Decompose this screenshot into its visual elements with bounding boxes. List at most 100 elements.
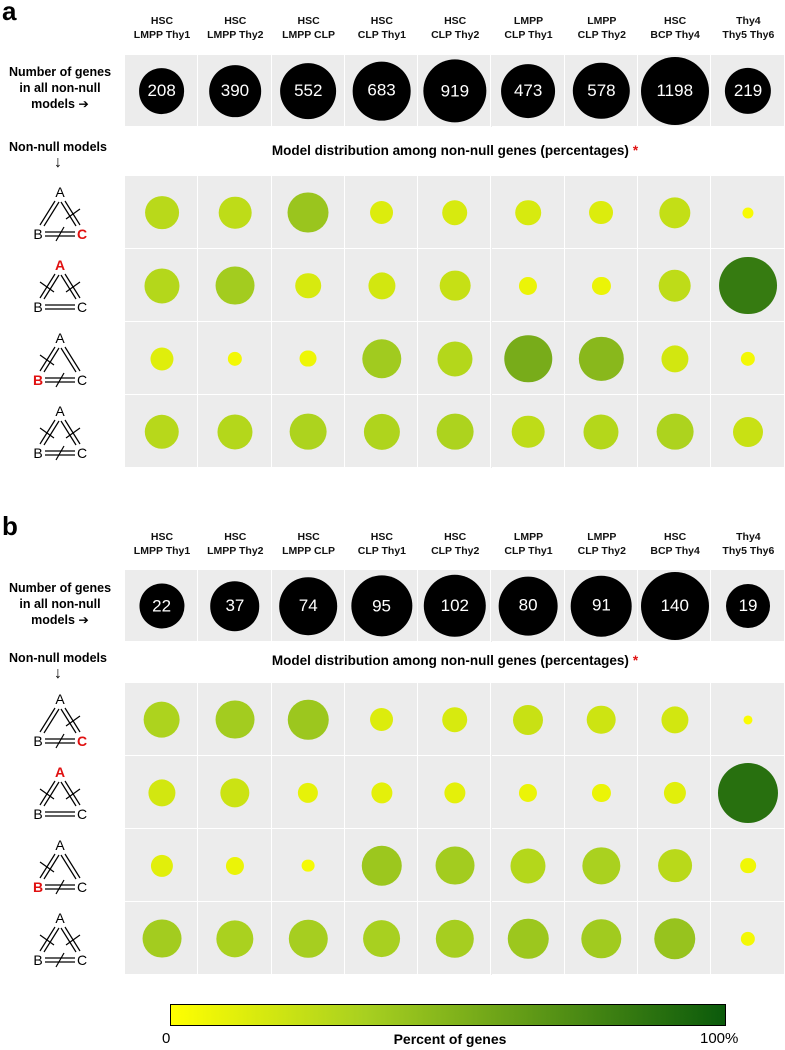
percentage-bubble [587,705,616,734]
percentage-bubble [143,701,181,738]
percentage-bubble [515,199,541,226]
gene-count-bubble: 74 [279,577,338,635]
percentage-bubble [579,336,624,381]
count-cell [638,55,712,127]
model-edge [55,226,65,242]
model-cell [418,683,492,756]
count-cell [491,55,565,127]
model-diagram-icon: A B C [33,837,87,895]
percentage-bubble [150,854,173,877]
model-edge [39,853,56,879]
count-cell [638,570,712,642]
model-edge [39,354,55,366]
model-diagram-icon: A B C [33,691,87,749]
percentage-bubble [288,699,329,740]
percentage-bubble [225,856,244,875]
model-cell [491,756,565,829]
model-node-label: C [77,226,87,242]
model-edge [65,715,81,727]
percentage-bubble [592,783,611,802]
column-label: LMPP CLP Thy1 [504,15,553,41]
colorbar [170,1004,726,1026]
model-edge [39,346,56,372]
count-cell [711,570,785,642]
percentage-bubble [142,919,182,958]
model-node-label: C [77,372,87,388]
count-cell [271,570,345,642]
model-cell [638,829,712,902]
count-cell [711,55,785,127]
model-cell [638,756,712,829]
gene-count-bubble: 1198 [640,57,709,125]
model-node-label: C [77,879,87,895]
percentage-bubble [507,918,549,959]
percentage-bubble [144,267,180,304]
colorbar-max-label: 100% [700,1030,739,1047]
model-edge [55,733,65,749]
percentage-bubble [362,919,401,958]
model-cell [198,756,272,829]
model-cell [418,902,492,975]
gene-count-bubble: 390 [209,65,261,117]
model-cell [344,829,419,902]
model-cell [564,683,639,756]
model-cell [564,322,639,395]
model-cell [418,322,492,395]
percentage-bubble [519,276,538,295]
column-label: HSC LMPP Thy2 [207,15,264,41]
model-edge [64,926,81,952]
model-cell [491,322,565,395]
model-diagram-icon: A B C [33,403,87,461]
column-label: HSC LMPP Thy2 [207,531,264,557]
percentage-bubble [583,413,619,450]
percentage-bubble [301,859,315,872]
model-cell [638,683,712,756]
model-edge [43,347,60,373]
model-cell [344,176,419,249]
percentage-bubble [436,413,474,450]
model-diagram-icon: A B C [33,764,87,822]
model-edge [39,200,56,226]
percentage-bubble [227,351,243,366]
percentage-bubble [361,845,402,886]
percentage-bubble [510,847,546,884]
model-cell [344,756,419,829]
model-cell [271,176,345,249]
model-cell [638,322,712,395]
model-cell [711,683,785,756]
panel-a: a Number of genes in all non-null models… [0,0,785,490]
model-cell [125,395,199,468]
percentage-bubble [657,848,692,883]
percentage-bubble [144,414,179,449]
gene-count-bubble: 473 [501,64,556,118]
model-edge [60,274,77,300]
model-node-label: B [33,733,42,749]
percentage-bubble [581,918,622,959]
count-cell [344,570,419,642]
colorbar-min-label: 0 [162,1030,171,1047]
gene-count-bubble: 919 [423,59,487,123]
gene-count-bubble: 208 [138,68,185,114]
model-diagram-icon: A B C [33,184,87,242]
model-diagram-icon: A B C [33,330,87,388]
percentage-bubble [367,271,396,300]
percentage-bubble [150,346,174,371]
model-cell [271,683,345,756]
percentage-bubble [444,781,466,804]
model-edge [39,419,56,445]
count-cell [564,55,639,127]
percentage-bubble [369,707,394,732]
model-edge [39,934,55,946]
distribution-title: Model distribution among non-null genes … [271,143,639,158]
model-cell [125,902,199,975]
model-cell [638,176,712,249]
percentage-bubble [289,919,328,958]
percentage-bubble [504,334,552,383]
column-label: LMPP CLP Thy2 [577,15,626,41]
percentage-bubble [513,704,544,735]
model-node-label: B [33,445,42,461]
model-node-label: B [33,299,42,315]
percentage-bubble [740,857,756,874]
percentage-bubble [220,777,250,808]
percentage-bubble [437,340,473,377]
